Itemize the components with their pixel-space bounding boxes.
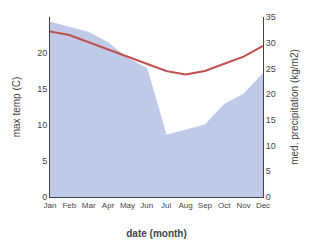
svg-text:max temp (C): max temp (C) [11,77,22,138]
svg-text:20: 20 [266,89,276,99]
svg-text:15: 15 [37,84,47,94]
svg-text:5: 5 [42,156,47,166]
svg-text:10: 10 [266,141,276,151]
svg-text:Nov: Nov [237,201,251,210]
svg-text:35: 35 [266,12,276,22]
svg-text:Jul: Jul [161,201,171,210]
svg-text:Dec: Dec [256,201,270,210]
svg-text:30: 30 [266,38,276,48]
svg-text:Oct: Oct [218,201,231,210]
svg-text:15: 15 [266,115,276,125]
svg-text:Jan: Jan [44,201,57,210]
svg-text:Feb: Feb [62,201,76,210]
svg-text:Aug: Aug [178,201,192,210]
svg-text:date (month): date (month) [126,228,187,239]
svg-text:May: May [120,201,135,210]
svg-text:Mar: Mar [82,201,96,210]
svg-text:25: 25 [266,64,276,74]
svg-text:Apr: Apr [102,201,115,210]
svg-text:10: 10 [37,120,47,130]
svg-text:0: 0 [266,192,271,202]
svg-text:med. precipitation (kg/m2): med. precipitation (kg/m2) [289,49,300,165]
svg-text:Sep: Sep [198,201,213,210]
svg-text:0: 0 [42,192,47,202]
svg-text:Jun: Jun [140,201,153,210]
svg-text:5: 5 [266,166,271,176]
svg-text:20: 20 [37,48,47,58]
